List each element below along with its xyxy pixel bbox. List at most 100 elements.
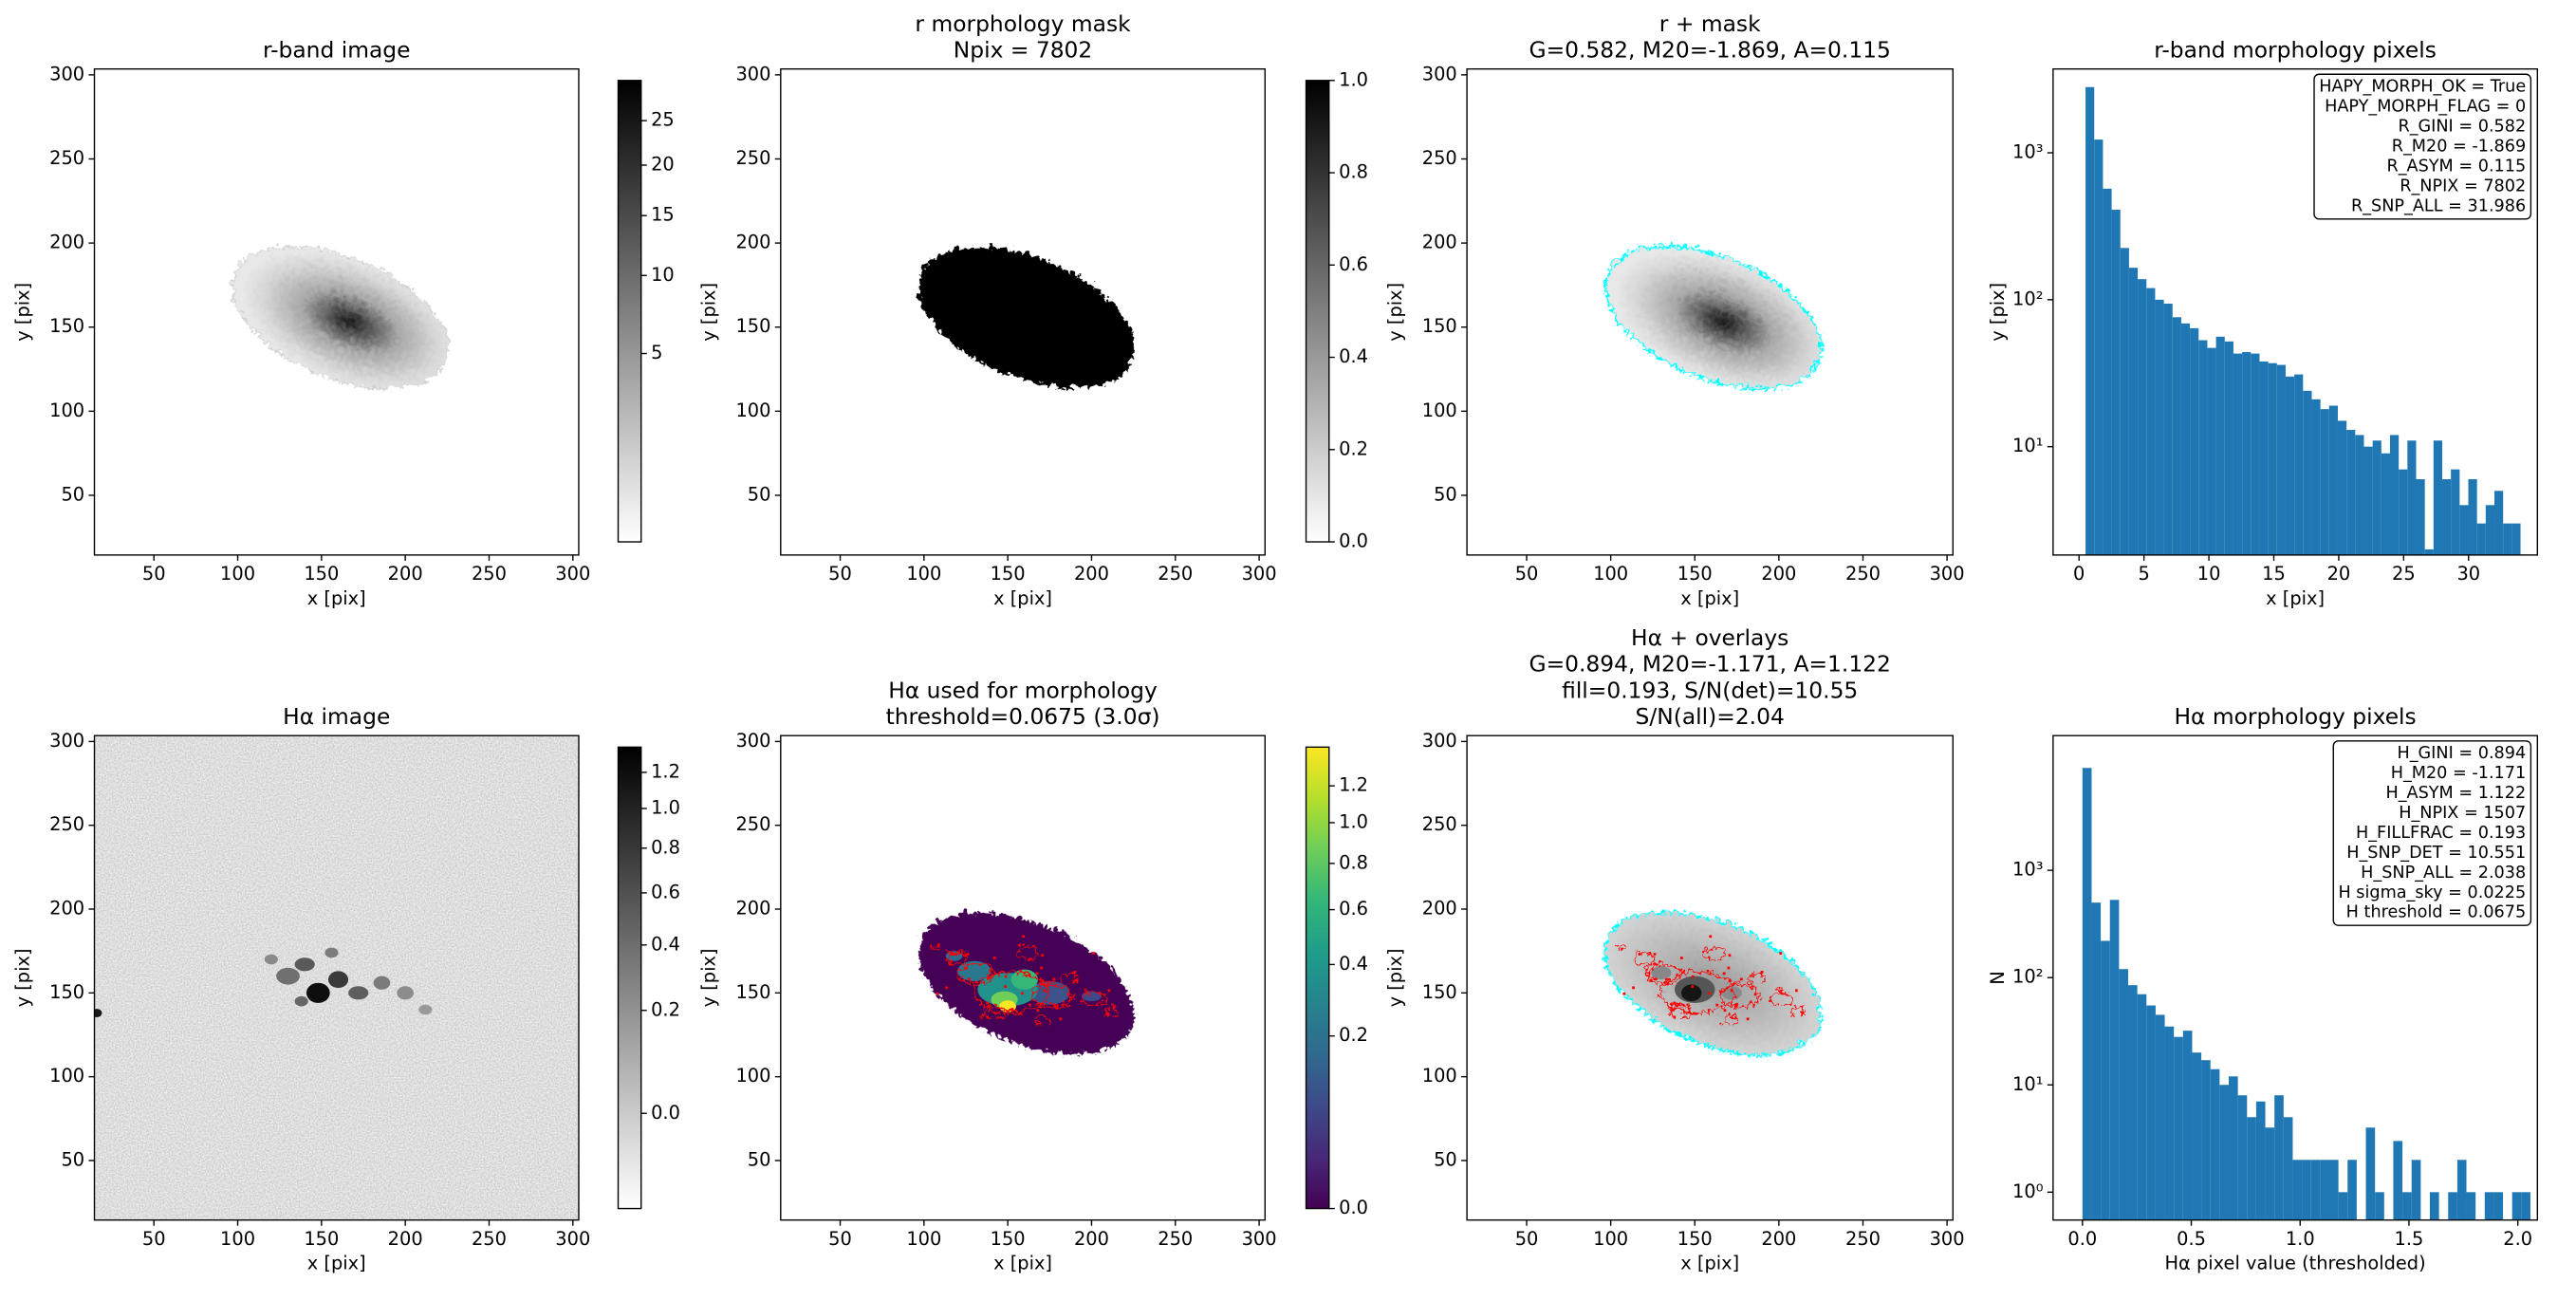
colorbar bbox=[617, 746, 642, 1210]
blob bbox=[306, 982, 330, 1003]
contour-speck bbox=[1019, 969, 1023, 973]
x-tick-label: 200 bbox=[1761, 1228, 1796, 1250]
panel: 50 100 150 200 250 300 50 100 150 200 250 300 Hα + o… bbox=[1384, 624, 1965, 1274]
text-box-line: R_GINI = 0.582 bbox=[2398, 118, 2526, 137]
bar bbox=[2456, 1160, 2467, 1220]
bar bbox=[2285, 376, 2295, 555]
y-axis-label: y [pix] bbox=[1384, 283, 1406, 342]
y-tick-label: 100 bbox=[49, 1065, 84, 1087]
bar bbox=[2109, 900, 2120, 1220]
colorbar-tick-label: 0.0 bbox=[1339, 1197, 1368, 1218]
y-tick-label: 200 bbox=[735, 898, 770, 920]
bar bbox=[2163, 304, 2173, 555]
bar bbox=[2521, 1192, 2530, 1220]
galaxy bbox=[1602, 907, 1822, 1052]
axes-frame bbox=[93, 734, 580, 1221]
contour-speck bbox=[1004, 975, 1008, 978]
colorbar-tick-label: 0.4 bbox=[1339, 345, 1368, 367]
contour-speck bbox=[1715, 1003, 1719, 1007]
x-tick-label: 250 bbox=[1158, 563, 1193, 585]
contour bbox=[1766, 988, 1792, 1004]
panel-title: Hα + overlays bbox=[1631, 624, 1788, 651]
y-tick-label: 100 bbox=[735, 1065, 770, 1087]
x-tick-label: 100 bbox=[1593, 563, 1628, 585]
text-box-line: HAPY_MORPH_OK = True bbox=[2319, 78, 2526, 97]
bar bbox=[2411, 1160, 2421, 1220]
blob bbox=[294, 995, 308, 1007]
panel-title: Hα morphology pixels bbox=[2174, 703, 2416, 730]
contour-speck bbox=[992, 957, 996, 959]
plot-area bbox=[917, 242, 1133, 385]
contour-speck bbox=[1036, 1009, 1040, 1013]
y-tick-label: 150 bbox=[1422, 315, 1457, 337]
y-tick-label: 10¹ bbox=[2012, 1073, 2043, 1095]
bar bbox=[2402, 1192, 2412, 1220]
x-tick-label: 5 bbox=[2138, 563, 2149, 585]
text-box-line: H_ASYM = 1.122 bbox=[2385, 784, 2526, 803]
blob bbox=[294, 957, 315, 972]
text-box-line: R_M20 = -1.869 bbox=[2392, 138, 2526, 157]
bar bbox=[2407, 440, 2417, 555]
x-tick-label: 0 bbox=[2073, 563, 2085, 585]
bar bbox=[2265, 1127, 2275, 1220]
text-box-line: H sigma_sky = 0.0225 bbox=[2338, 883, 2526, 902]
y-tick-label: 300 bbox=[49, 730, 84, 752]
x-axis-label: x [pix] bbox=[307, 1253, 366, 1274]
x-tick-label: 150 bbox=[1677, 563, 1713, 585]
y-axis-label: N bbox=[1987, 971, 2009, 985]
bar bbox=[2429, 1192, 2439, 1220]
text-box-line: H_SNP_DET = 10.551 bbox=[2346, 844, 2526, 863]
bar bbox=[2468, 479, 2477, 555]
bar bbox=[2247, 1117, 2256, 1220]
bar bbox=[2320, 409, 2329, 555]
bar bbox=[2338, 1192, 2348, 1220]
bar bbox=[2276, 364, 2286, 555]
contour-speck bbox=[1041, 979, 1045, 982]
text-box-line: R_SNP_ALL = 31.986 bbox=[2351, 196, 2526, 215]
text-box bbox=[2332, 740, 2532, 926]
bar bbox=[2511, 523, 2521, 555]
contour-speck bbox=[1722, 972, 1726, 976]
bar bbox=[2137, 994, 2147, 1220]
panel-title: r + mask bbox=[1659, 10, 1761, 37]
y-axis-label: y [pix] bbox=[1987, 283, 2009, 342]
y-axis-label: y [pix] bbox=[11, 948, 33, 1007]
text-box-line: H_M20 = -1.171 bbox=[2391, 764, 2526, 783]
bar bbox=[2237, 1095, 2248, 1220]
bar bbox=[2210, 1069, 2220, 1220]
y-tick-label: 100 bbox=[1422, 400, 1457, 421]
blob bbox=[94, 1009, 102, 1017]
x-tick-label: 100 bbox=[906, 1228, 941, 1250]
bar bbox=[2494, 491, 2504, 555]
contour bbox=[1079, 988, 1104, 1004]
x-tick-label: 100 bbox=[220, 1228, 255, 1250]
y-tick-label: 10³ bbox=[2012, 859, 2043, 881]
contour-speck bbox=[945, 986, 949, 990]
contour-speck bbox=[1035, 972, 1039, 976]
bar bbox=[2091, 902, 2102, 1220]
panel-title: S/N(all)=2.04 bbox=[1636, 703, 1785, 730]
bar bbox=[2346, 430, 2356, 555]
y-axis-label: y [pix] bbox=[698, 948, 720, 1007]
contour-speck bbox=[1779, 952, 1783, 955]
bar bbox=[2485, 505, 2495, 555]
bar bbox=[2103, 188, 2112, 555]
y-tick-label: 50 bbox=[748, 483, 771, 505]
bar bbox=[2320, 1160, 2329, 1220]
x-axis-label: x [pix] bbox=[1680, 587, 1739, 609]
y-axis-label: y [pix] bbox=[11, 283, 33, 342]
contour-speck bbox=[1040, 966, 1044, 970]
y-tick-label: 150 bbox=[1422, 981, 1457, 1003]
contour-speck bbox=[1746, 1017, 1750, 1021]
axes-frame bbox=[780, 67, 1266, 556]
plot-area bbox=[1602, 241, 1822, 386]
x-axis-label: x [pix] bbox=[2266, 587, 2325, 609]
x-tick-label: 1.5 bbox=[2395, 1228, 2424, 1250]
blob bbox=[327, 971, 349, 989]
contour-speck bbox=[1029, 1003, 1031, 1007]
bar bbox=[2375, 1192, 2384, 1220]
colorbar-tick-label: 5 bbox=[651, 342, 662, 363]
bar bbox=[2182, 1031, 2193, 1220]
x-tick-label: 25 bbox=[2392, 563, 2416, 585]
contour-speck bbox=[1622, 992, 1626, 995]
